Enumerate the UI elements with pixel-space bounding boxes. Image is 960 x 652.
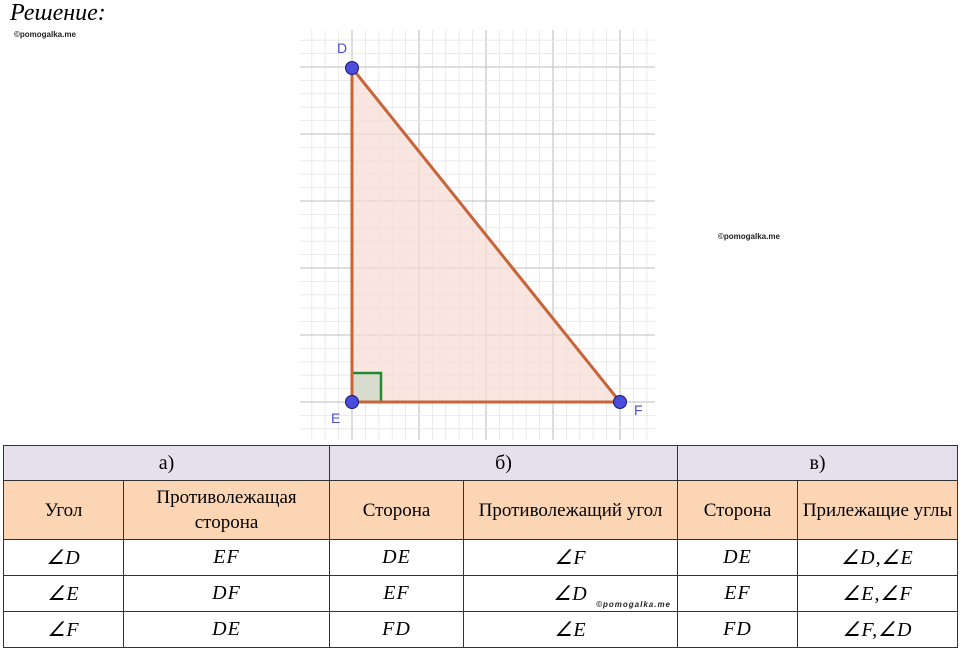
part-c-header: в) — [677, 445, 959, 481]
point-E — [345, 395, 359, 409]
table-cell: EF — [329, 575, 465, 612]
table-cell: FD — [677, 611, 799, 648]
label-F: F — [634, 402, 643, 418]
table-row: ∠F DE FD ∠E FD ∠F,∠D — [3, 611, 959, 648]
part-b-header: б) — [329, 445, 679, 481]
table-cell: DE — [329, 539, 465, 576]
table-row: ∠E DF EF ∠D ©pomogalka.me EF ∠E,∠F — [3, 575, 959, 612]
point-F — [613, 395, 627, 409]
table-cell: ∠D,∠E — [797, 539, 959, 576]
table-header-row: Угол Противолежащая сторона Сторона Прот… — [3, 480, 959, 540]
column-header: Сторона — [329, 480, 465, 540]
column-header: Сторона — [677, 480, 799, 540]
table-cell: DE — [677, 539, 799, 576]
table-cell: DE — [122, 611, 331, 648]
table-cell-text: ∠D — [553, 583, 588, 605]
table-cell: ∠F — [3, 611, 124, 648]
solution-heading: Решение: — [10, 0, 106, 26]
part-a-header: а) — [2, 445, 331, 481]
table-cell: ∠E — [3, 575, 124, 612]
table-cell: ∠D ©pomogalka.me — [463, 575, 679, 612]
table-cell: DF — [122, 575, 331, 612]
table-cell: ∠D — [3, 539, 124, 576]
solution-table: а) б) в) Угол Противолежащая сторона Сто… — [2, 445, 959, 648]
column-header: Противолежащий угол — [463, 480, 679, 540]
watermark: ©pomogalka.me — [718, 232, 780, 241]
column-header: Прилежащие углы — [797, 480, 959, 540]
point-D — [345, 61, 359, 75]
table-cell: ∠E,∠F — [797, 575, 959, 612]
column-header: Угол — [3, 480, 124, 540]
table-row: ∠D EF DE ∠F DE ∠D,∠E — [3, 539, 959, 576]
table-cell: FD — [329, 611, 465, 648]
watermark: ©pomogalka.me — [14, 30, 76, 39]
table-cell: EF — [677, 575, 799, 612]
column-header: Противолежащая сторона — [122, 480, 331, 540]
label-E: E — [331, 410, 340, 426]
label-D: D — [337, 40, 347, 56]
triangle-figure: D E F — [300, 30, 655, 440]
table-cell: ∠E — [463, 611, 679, 648]
table-cell: ∠F,∠D — [797, 611, 959, 648]
table-parts-row: а) б) в) — [2, 445, 959, 481]
table-cell: EF — [122, 539, 331, 576]
table-cell: ∠F — [463, 539, 679, 576]
watermark: ©pomogalka.me — [596, 600, 672, 609]
side-DF — [350, 67, 622, 403]
